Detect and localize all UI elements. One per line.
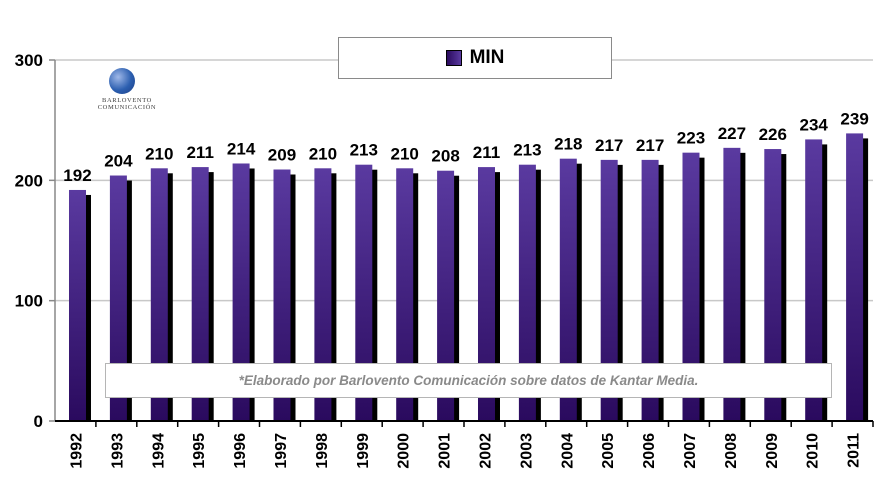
bar — [232, 163, 250, 421]
x-tick-label: 2010 — [805, 433, 822, 469]
x-tick-label: 2009 — [764, 433, 781, 469]
data-label: 211 — [473, 143, 500, 162]
data-label: 239 — [840, 109, 868, 128]
bar — [764, 149, 782, 421]
legend-label: MIN — [469, 47, 505, 68]
x-tick-label: 2005 — [600, 433, 617, 469]
data-label: 218 — [554, 135, 582, 154]
bar — [723, 147, 741, 422]
y-tick-label: 300 — [15, 51, 43, 70]
bar — [805, 139, 823, 422]
bar — [68, 189, 86, 421]
bar — [846, 133, 864, 422]
data-label: 214 — [227, 139, 256, 158]
data-label: 210 — [145, 144, 173, 163]
bar — [396, 168, 414, 421]
data-label: 234 — [800, 115, 829, 134]
x-tick-label: 2003 — [518, 433, 535, 469]
logo-text: BARLOVENTO COMUNICACIÓN — [97, 97, 157, 111]
legend-swatch — [445, 50, 462, 66]
data-label: 209 — [268, 146, 296, 165]
bar — [600, 159, 618, 422]
x-tick-label: 2006 — [641, 433, 658, 469]
data-label: 211 — [186, 143, 213, 162]
data-label: 192 — [63, 166, 91, 185]
bar — [559, 158, 577, 421]
x-tick-label: 1993 — [109, 433, 126, 469]
data-label: 217 — [636, 136, 664, 155]
source-note-text: *Elaborado por Barlovento Comunicación s… — [238, 373, 699, 388]
data-label: 226 — [759, 125, 787, 144]
x-tick-label: 1996 — [232, 433, 249, 469]
x-tick-label: 2002 — [477, 433, 494, 469]
bar — [150, 168, 168, 421]
data-label: 217 — [595, 136, 623, 155]
x-tick-label: 1994 — [150, 433, 167, 469]
bar — [314, 168, 332, 421]
x-tick-label: 1992 — [68, 433, 85, 469]
axes: 0 100 200 300 1992 1993 1994 1995 1996 1997 1998 19… — [15, 51, 874, 469]
x-tick-label: 2004 — [559, 433, 576, 469]
x-tick-label: 2001 — [437, 433, 454, 469]
x-tick-label: 1999 — [355, 433, 372, 469]
bar — [477, 167, 495, 421]
bars — [68, 133, 869, 422]
data-label: 208 — [431, 147, 459, 166]
x-tick-label: 1998 — [314, 433, 331, 469]
y-tick-label: 0 — [34, 412, 43, 431]
x-tick-label: 2007 — [682, 433, 699, 469]
data-label: 210 — [391, 144, 419, 163]
data-label: 213 — [513, 141, 541, 160]
x-tick-label: 2000 — [396, 433, 413, 469]
bar — [109, 175, 127, 421]
barlovento-logo: BARLOVENTO COMUNICACIÓN — [72, 66, 182, 111]
bar — [191, 167, 209, 421]
y-tick-label: 100 — [15, 292, 43, 311]
data-label: 227 — [718, 124, 746, 143]
x-tick-label: 1995 — [191, 433, 208, 469]
legend: MIN — [338, 37, 612, 79]
bar — [273, 169, 291, 421]
data-label: 210 — [309, 144, 337, 163]
bar — [437, 170, 455, 421]
x-tick-label: 2008 — [723, 433, 740, 469]
globe-swoosh-icon — [109, 68, 135, 94]
x-tick-label: 1997 — [273, 433, 290, 469]
data-label: 223 — [677, 129, 705, 148]
data-label: 213 — [350, 141, 378, 160]
y-tick-label: 200 — [15, 171, 43, 190]
x-tick-label: 2011 — [846, 433, 863, 468]
bar — [518, 164, 536, 421]
data-labels: 192 204 210 211 214 209 210 213 210 208 211 213 218 2… — [63, 109, 868, 185]
data-label: 204 — [104, 152, 133, 171]
source-note: *Elaborado por Barlovento Comunicación s… — [105, 363, 832, 398]
bar — [355, 164, 373, 421]
bar — [682, 152, 700, 421]
bar — [641, 159, 659, 422]
